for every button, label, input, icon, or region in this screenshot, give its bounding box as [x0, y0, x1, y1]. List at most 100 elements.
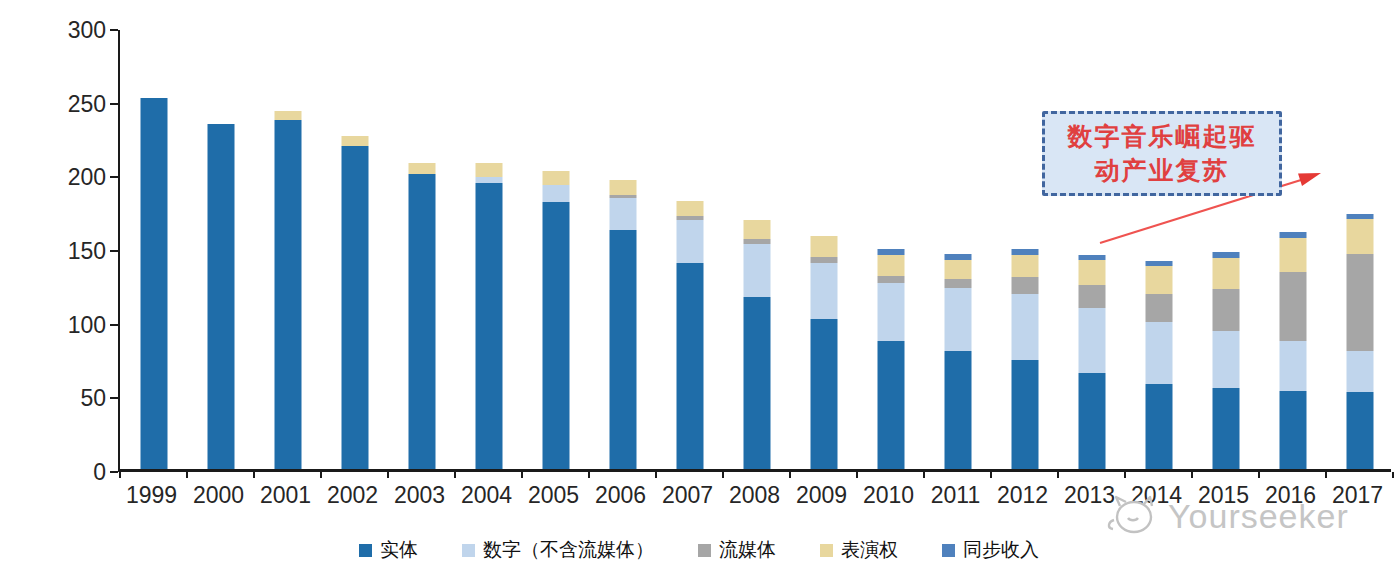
bar-segment-2011-表演权 [944, 260, 971, 279]
y-axis-tick [110, 324, 118, 326]
bar-segment-2009-表演权 [810, 236, 837, 257]
annotation-box: 数字音乐崛起驱 动产业复苏 [1042, 111, 1282, 196]
bar-segment-2013-表演权 [1078, 260, 1105, 285]
bar-segment-2009-流媒体 [810, 257, 837, 263]
bar-segment-2014-实体 [1145, 384, 1172, 469]
bar-column-2005 [522, 30, 589, 469]
bar-segment-2003-实体 [408, 174, 435, 469]
bar-segment-2007-表演权 [676, 201, 703, 216]
bar-segment-2012-实体 [1011, 360, 1038, 469]
bar-segment-2005-数字（不含流媒体） [542, 185, 569, 203]
x-axis-tick [1258, 472, 1260, 478]
bar-segment-2015-实体 [1212, 388, 1239, 469]
bar-column-2014 [1125, 30, 1192, 469]
x-axis-tick [1325, 472, 1327, 478]
bar-segment-2000-实体 [207, 124, 234, 469]
x-axis-tick [253, 472, 255, 478]
legend-item-performance: 表演权 [820, 537, 898, 563]
x-axis-tick [1191, 472, 1193, 478]
legend-item-streaming: 流媒体 [698, 537, 776, 563]
bar-segment-2015-数字（不含流媒体） [1212, 331, 1239, 388]
bar-segment-2002-实体 [341, 146, 368, 469]
legend-item-sync: 同步收入 [942, 537, 1039, 563]
legend-swatch-streaming [698, 544, 711, 557]
bar-segment-2001-实体 [274, 120, 301, 469]
bar-segment-2017-表演权 [1346, 219, 1373, 254]
x-axis-tick [454, 472, 456, 478]
bar-column-2003 [388, 30, 455, 469]
y-tick-label-100: 100 [46, 313, 106, 337]
bar-column-2004 [455, 30, 522, 469]
bar-segment-2012-数字（不含流媒体） [1011, 294, 1038, 360]
bar-column-2002 [321, 30, 388, 469]
plot-area [118, 30, 1391, 472]
bar-segment-1999-实体 [140, 98, 167, 469]
x-axis-tick [320, 472, 322, 478]
bar-segment-2012-流媒体 [1011, 277, 1038, 293]
bar-segment-2017-实体 [1346, 392, 1373, 469]
bar-segment-2015-流媒体 [1212, 289, 1239, 330]
bar-segment-2008-实体 [743, 297, 770, 469]
bar-segment-2009-实体 [810, 319, 837, 469]
bar-segment-2007-数字（不含流媒体） [676, 220, 703, 263]
bar-column-2016 [1259, 30, 1326, 469]
bar-segment-2016-表演权 [1279, 238, 1306, 272]
bar-column-2011 [924, 30, 991, 469]
legend-swatch-sync [942, 544, 955, 557]
bar-segment-2016-数字（不含流媒体） [1279, 341, 1306, 391]
bar-segment-2004-数字（不含流媒体） [475, 177, 502, 183]
x-axis-tick [923, 472, 925, 478]
y-tick-label-250: 250 [46, 92, 106, 116]
bar-segment-2011-实体 [944, 351, 971, 469]
bar-segment-2006-数字（不含流媒体） [609, 198, 636, 230]
bar-segment-2005-表演权 [542, 171, 569, 184]
bar-segment-2004-实体 [475, 183, 502, 469]
bar-segment-2012-同步收入 [1011, 249, 1038, 255]
legend-label-physical: 实体 [380, 537, 418, 563]
watermark: Yourseeker [1104, 494, 1349, 538]
bar-segment-2008-数字（不含流媒体） [743, 244, 770, 297]
y-axis-tick [110, 103, 118, 105]
bar-segment-2006-表演权 [609, 180, 636, 195]
x-axis-tick [1057, 472, 1059, 478]
bar-segment-2012-表演权 [1011, 255, 1038, 277]
legend-item-digital: 数字（不含流媒体） [462, 537, 654, 563]
bar-segment-2016-同步收入 [1279, 232, 1306, 238]
bar-segment-2004-表演权 [475, 163, 502, 178]
bar-segment-2017-数字（不含流媒体） [1346, 351, 1373, 392]
bar-segment-2003-表演权 [408, 163, 435, 175]
bar-segment-2008-流媒体 [743, 239, 770, 243]
bar-segment-2011-同步收入 [944, 254, 971, 260]
y-axis-tick [110, 29, 118, 31]
bar-segment-2013-数字（不含流媒体） [1078, 308, 1105, 373]
bar-segment-2010-流媒体 [877, 276, 904, 283]
legend: 实体 数字（不含流媒体） 流媒体 表演权 同步收入 [0, 537, 1398, 563]
cat-logo-icon [1104, 494, 1162, 538]
x-axis-tick [119, 472, 121, 478]
bar-segment-2002-表演权 [341, 136, 368, 146]
bar-segment-2013-同步收入 [1078, 255, 1105, 259]
y-axis-tick [110, 397, 118, 399]
bar-segment-2007-流媒体 [676, 216, 703, 220]
bar-segment-2014-表演权 [1145, 266, 1172, 294]
bar-segment-2007-实体 [676, 263, 703, 469]
bar-segment-2015-同步收入 [1212, 252, 1239, 258]
bar-column-2006 [589, 30, 656, 469]
legend-label-sync: 同步收入 [963, 537, 1039, 563]
y-tick-label-150: 150 [46, 239, 106, 263]
bar-column-2015 [1192, 30, 1259, 469]
bar-column-2000 [187, 30, 254, 469]
x-axis-tick [722, 472, 724, 478]
bar-segment-2016-实体 [1279, 391, 1306, 469]
x-axis-tick [990, 472, 992, 478]
bar-segment-2017-同步收入 [1346, 214, 1373, 218]
legend-label-digital: 数字（不含流媒体） [483, 537, 654, 563]
y-tick-label-50: 50 [46, 386, 106, 410]
bar-segment-2010-数字（不含流媒体） [877, 283, 904, 340]
legend-label-streaming: 流媒体 [719, 537, 776, 563]
bar-segment-2009-数字（不含流媒体） [810, 263, 837, 319]
bar-column-2017 [1326, 30, 1393, 469]
bar-segment-2015-表演权 [1212, 258, 1239, 289]
y-tick-label-200: 200 [46, 165, 106, 189]
bar-segment-2010-同步收入 [877, 249, 904, 255]
